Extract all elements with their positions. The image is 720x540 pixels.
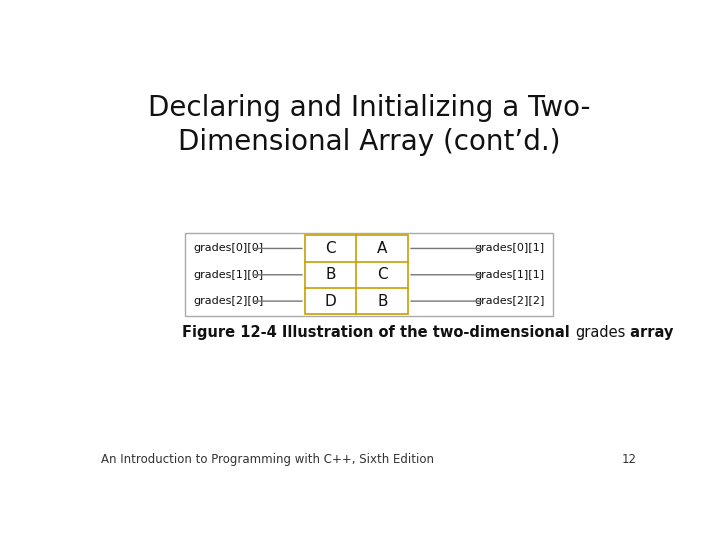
Bar	[305, 235, 408, 314]
Text: An Introduction to Programming with C++, Sixth Edition: An Introduction to Programming with C++,…	[101, 453, 434, 466]
Text: grades[1][0]: grades[1][0]	[193, 270, 264, 280]
Text: A: A	[377, 241, 387, 256]
Text: C: C	[325, 241, 336, 256]
Text: Dimensional Array (cont’d.): Dimensional Array (cont’d.)	[178, 128, 560, 156]
Text: grades[0][0]: grades[0][0]	[193, 244, 264, 253]
Text: grades[0][1]: grades[0][1]	[474, 244, 545, 253]
Text: D: D	[325, 294, 336, 309]
Text: C: C	[377, 267, 387, 282]
Text: array: array	[625, 326, 674, 341]
Bar	[185, 233, 553, 316]
Text: Declaring and Initializing a Two-: Declaring and Initializing a Two-	[148, 94, 590, 123]
Text: grades[2][2]: grades[2][2]	[474, 296, 545, 306]
Text: grades: grades	[575, 326, 625, 341]
Text: grades[2][0]: grades[2][0]	[193, 296, 264, 306]
Text: B: B	[377, 294, 387, 309]
Text: Figure 12-4 Illustration of the two-dimensional: Figure 12-4 Illustration of the two-dime…	[182, 326, 575, 341]
Text: grades[1][1]: grades[1][1]	[474, 270, 545, 280]
Text: 12: 12	[622, 453, 637, 466]
Text: B: B	[325, 267, 336, 282]
